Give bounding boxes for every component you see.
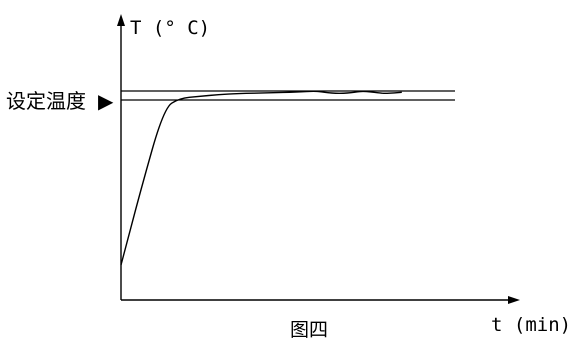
y-axis-arrow (117, 14, 125, 26)
y-axis-label: T (° C) (130, 17, 210, 39)
x-axis-arrow (508, 296, 520, 304)
x-axis-label: t (min) (491, 314, 568, 336)
setpoint-marker-icon: ▶ (98, 89, 114, 113)
figure-caption: 图四 (290, 319, 328, 341)
setpoint-label: 设定温度 (6, 89, 86, 113)
temperature-curve (120, 90, 402, 266)
